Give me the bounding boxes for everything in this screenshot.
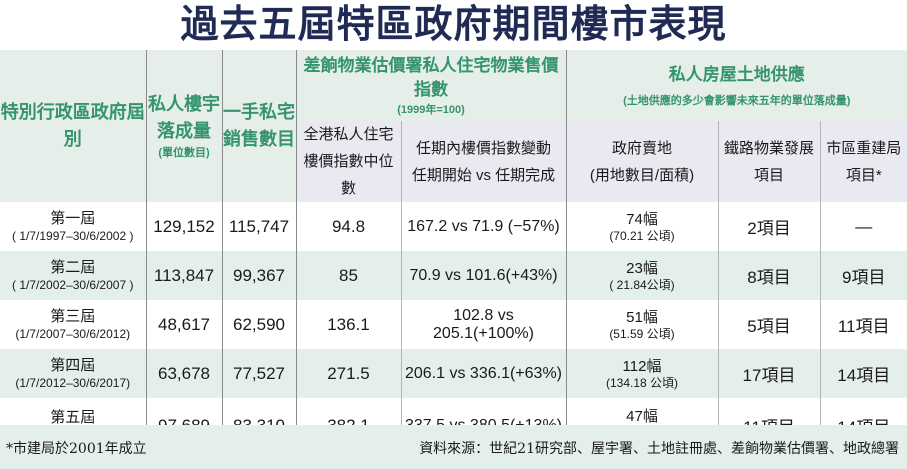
gov-land-cell: 112幅 (134.18 公頃) xyxy=(565,349,718,398)
ura-projects-cell: 11項目 xyxy=(819,300,907,349)
completions-cell: 63,678 xyxy=(145,349,222,398)
completions-cell: 113,847 xyxy=(145,251,222,300)
index-change-cell: 206.1 vs 336.1(+63%) xyxy=(400,349,566,398)
header-rvd-index-group: 差餉物業估價署私人住宅物業售價指數 (1999年=100) xyxy=(295,50,566,121)
ura-projects-cell: 9項目 xyxy=(819,251,907,300)
ura-projects-cell: — xyxy=(819,202,907,251)
ura-projects-cell: 14項目 xyxy=(819,349,907,398)
index-change-cell: 167.2 vs 71.9 (−57%) xyxy=(400,202,566,251)
median-index-cell: 271.5 xyxy=(295,349,401,398)
header-index-change: 任期內樓價指數變動 任期開始 vs 任期完成 xyxy=(400,121,566,202)
mtr-projects-cell: 17項目 xyxy=(717,349,820,398)
table-row: 第一屆( 1/7/1997–30/6/2002 ) 129,152 115,747 9… xyxy=(0,202,907,251)
term-cell: 第一屆( 1/7/1997–30/6/2002 ) xyxy=(12,209,134,243)
gov-land-cell: 23幅( 21.84公頃) xyxy=(565,251,718,300)
first-hand-sales-cell: 62,590 xyxy=(221,300,296,349)
mtr-projects-cell: 8項目 xyxy=(717,251,820,300)
term-cell: 第四屆 (1/7/2012–30/6/2017) xyxy=(0,349,146,398)
page-title: 過去五屆特區政府期間樓市表現 xyxy=(180,1,727,46)
table-row: 第二屆( 1/7/2002–30/6/2007 ) 113,847 99,367 85… xyxy=(0,251,907,300)
header-mtr-projects: 鐵路物業發展 項目 xyxy=(717,121,820,202)
source-note: 資料來源：世紀21研究部、屋宇署、土地註冊處、差餉物業估價署、地政總署 xyxy=(419,441,899,457)
footnote: *市建局於2001年成立 xyxy=(6,441,147,457)
header-median-index: 全港私人住宅 樓價指數中位數 xyxy=(295,121,401,202)
gov-land-cell: 51幅 (51.59 公頃) xyxy=(565,300,718,349)
header-completions: 私人樓宇 落成量 (單位數目) xyxy=(145,50,222,202)
header-land-supply-group: 私人房屋土地供應 (土地供應的多少會影響未來五年的單位落成量) xyxy=(565,50,907,121)
completions-cell: 48,617 xyxy=(145,300,222,349)
median-index-cell: 94.8 xyxy=(295,202,401,251)
mtr-projects-cell: 2項目 xyxy=(717,202,820,251)
gov-land-cell: 74幅 (70.21 公頃) xyxy=(565,202,718,251)
median-index-cell: 136.1 xyxy=(295,300,401,349)
first-hand-sales-cell: 115,747 xyxy=(221,202,296,251)
table-row: 第四屆 (1/7/2012–30/6/2017) 63,678 77,527 271.5… xyxy=(0,349,907,398)
completions-cell: 129,152 xyxy=(145,202,222,251)
first-hand-sales-cell: 77,527 xyxy=(221,349,296,398)
index-change-cell: 70.9 vs 101.6(+43%) xyxy=(400,251,566,300)
table-row: 第三屆 (1/7/2007–30/6/2012) 48,617 62,590 136.1… xyxy=(0,300,907,349)
median-index-cell: 85 xyxy=(295,251,401,300)
term-cell: 第三屆 (1/7/2007–30/6/2012) xyxy=(15,307,131,341)
header-ura-projects: 市區重建局 項目* xyxy=(819,121,907,202)
housing-market-table: 特別行政區政府屆別 私人樓宇 落成量 (單位數目) 一手私宅 銷售數目 差餉物業… xyxy=(0,50,907,453)
footer: *市建局於2001年成立 資料來源：世紀21研究部、屋宇署、土地註冊處、差餉物業… xyxy=(0,425,907,469)
header-gov-land-sale: 政府賣地 (用地數目/面積) xyxy=(565,121,718,202)
first-hand-sales-cell: 99,367 xyxy=(221,251,296,300)
mtr-projects-cell: 5項目 xyxy=(717,300,820,349)
index-change-cell: 102.8 vs 205.1(+100%) xyxy=(400,300,566,349)
header-term: 特別行政區政府屆別 xyxy=(0,50,146,202)
term-cell: 第二屆( 1/7/2002–30/6/2007 ) xyxy=(0,251,146,300)
header-first-hand-sales: 一手私宅 銷售數目 xyxy=(221,50,296,202)
